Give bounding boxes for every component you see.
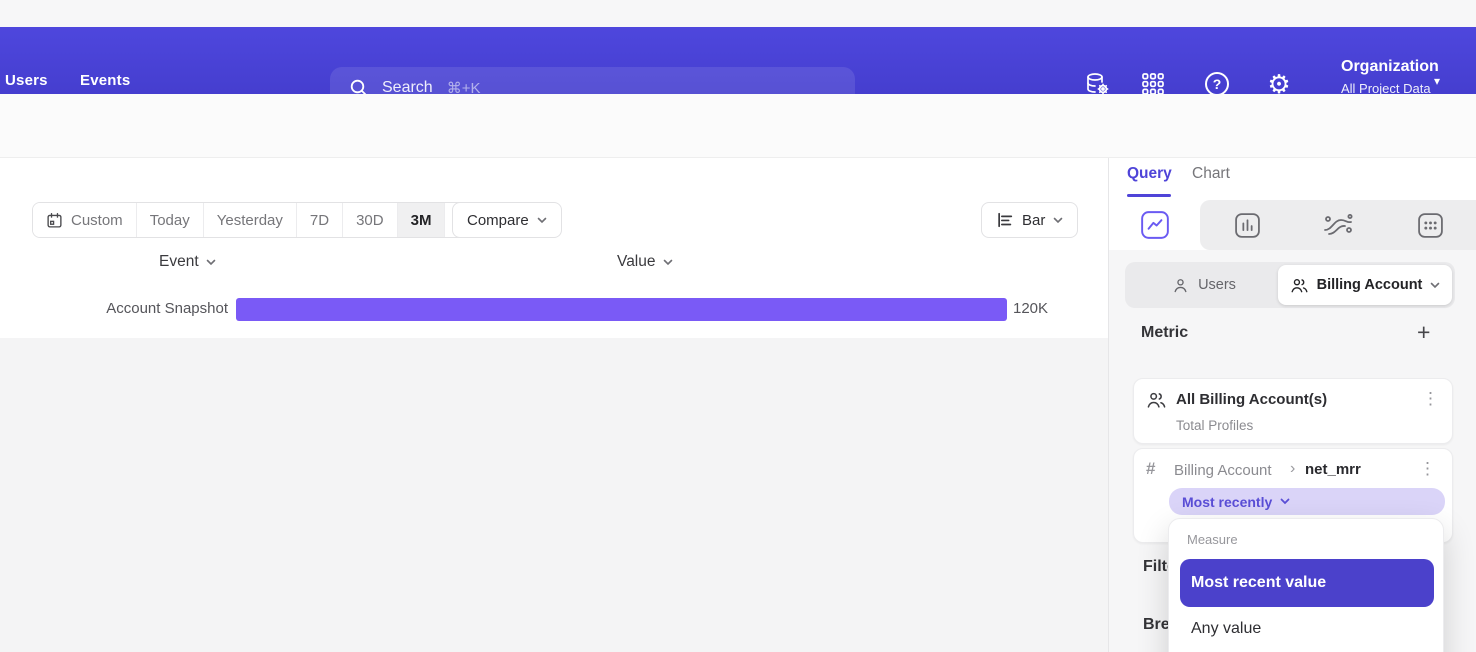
chevron-down-icon (1053, 217, 1063, 224)
date-range-7d[interactable]: 7D (295, 203, 343, 237)
search-placeholder: Search (382, 79, 433, 96)
users-group-icon (1146, 391, 1167, 409)
nav-link-events[interactable]: Events (80, 72, 131, 89)
event-header-label: Event (159, 253, 199, 270)
entity-billing-label: Billing Account (1316, 277, 1423, 293)
users-group-icon (1290, 277, 1309, 294)
org-caret-icon: ▾ (1434, 74, 1441, 88)
value-column-header[interactable]: Value (617, 253, 673, 271)
line-chart-icon (1140, 210, 1170, 240)
entity-option-users[interactable]: Users (1125, 262, 1283, 308)
top-strip (0, 0, 1476, 27)
bar-chart-icon (1234, 212, 1261, 239)
measure-selector-label: Most recently (1182, 493, 1273, 510)
org-project: All Project Data (1341, 81, 1431, 96)
panel-divider (1108, 158, 1109, 652)
compare-button[interactable]: Compare (452, 202, 562, 238)
property-name-label: net_mrr (1305, 461, 1361, 478)
help-icon: ? (1205, 72, 1229, 96)
dropdown-option-most-recent[interactable]: Most recent value (1180, 559, 1434, 607)
metric-card-subtitle: Total Profiles (1176, 418, 1254, 433)
org-name: Organization (1341, 58, 1439, 75)
entity-option-billing-account[interactable]: Billing Account (1278, 265, 1452, 305)
chart-bar[interactable] (236, 298, 1007, 321)
date-range-30d[interactable]: 30D (342, 203, 397, 237)
add-metric-button[interactable]: + (1417, 319, 1431, 345)
database-gear-icon (1084, 71, 1110, 97)
kebab-menu-icon[interactable]: ⋮ (1419, 459, 1436, 478)
property-parent-label: Billing Account (1174, 462, 1272, 479)
apps-grid-button[interactable] (1138, 69, 1168, 99)
settings-button[interactable]: ⚙ (1264, 69, 1294, 99)
metric-card-profiles[interactable]: All Billing Account(s) Total Profiles ⋮ (1133, 378, 1453, 444)
gear-icon: ⚙ (1267, 69, 1291, 99)
chevron-down-icon (1280, 498, 1290, 505)
nav-link-users[interactable]: Users (5, 72, 48, 89)
tab-dots-grid[interactable] (1384, 200, 1476, 250)
date-range-yesterday[interactable]: Yesterday (202, 203, 296, 237)
chevron-down-icon (663, 259, 673, 266)
org-switcher[interactable]: Organization All Project Data (1341, 58, 1439, 96)
date-range-today[interactable]: Today (135, 203, 203, 237)
tab-flow[interactable] (1292, 200, 1384, 250)
data-management-button[interactable] (1082, 69, 1112, 99)
active-tab-underline (1127, 194, 1171, 197)
kebab-menu-icon[interactable]: ⋮ (1422, 389, 1439, 408)
tab-query[interactable]: Query (1127, 165, 1172, 182)
value-header-label: Value (617, 253, 656, 270)
date-range-label: Custom (71, 211, 123, 229)
dots-grid-icon (1417, 212, 1444, 239)
chevron-down-icon (537, 217, 547, 224)
icon-tabs-background (1200, 200, 1476, 250)
metric-card-title: All Billing Account(s) (1176, 391, 1328, 408)
dropdown-group-label: Measure (1187, 532, 1238, 547)
tab-bar-chart[interactable] (1201, 200, 1293, 250)
flow-icon (1322, 213, 1354, 237)
report-header: Untitled ••• Save (0, 94, 1476, 238)
date-range-group: Custom Today Yesterday 7D 30D 3M 12M (32, 202, 502, 238)
bar-chart-type-icon (996, 211, 1014, 229)
navbar: Users Events Search ⌘+K (0, 27, 1476, 109)
compare-label: Compare (467, 211, 529, 229)
date-range-3m[interactable]: 3M (396, 203, 445, 237)
measure-selector[interactable]: Most recently (1169, 488, 1445, 515)
user-icon (1172, 277, 1189, 294)
tab-line-chart[interactable] (1109, 200, 1201, 250)
grid-icon (1141, 72, 1165, 96)
bar-row-value: 120K (1013, 300, 1049, 317)
chevron-down-icon (1430, 282, 1440, 289)
dropdown-option-any-value[interactable]: Any value (1191, 620, 1262, 637)
measure-dropdown: Measure Most recent value Any value (1168, 518, 1444, 652)
chevron-down-icon (206, 259, 216, 266)
main-lower-background (0, 338, 1109, 652)
search-shortcut: ⌘+K (446, 80, 481, 97)
chevron-right-icon: › (1290, 460, 1296, 477)
chart-type-label: Bar (1022, 211, 1046, 229)
metric-section-title: Metric (1141, 324, 1189, 341)
numeric-property-icon: # (1146, 459, 1156, 478)
bar-row-label: Account Snapshot (106, 300, 228, 317)
entity-toggle: Users Billing Account (1125, 262, 1455, 308)
calendar-icon (46, 212, 63, 229)
entity-users-label: Users (1198, 277, 1236, 293)
date-range-custom[interactable]: Custom (33, 203, 136, 237)
tab-chart[interactable]: Chart (1192, 165, 1230, 182)
chart-type-select[interactable]: Bar (981, 202, 1079, 238)
event-column-header[interactable]: Event (159, 253, 216, 271)
